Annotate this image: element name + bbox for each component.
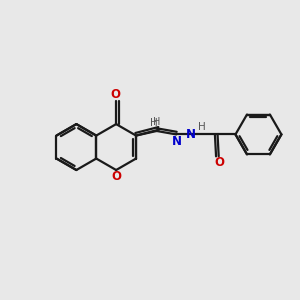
Text: H: H	[198, 122, 206, 132]
Text: H: H	[150, 118, 158, 128]
Text: O: O	[214, 156, 224, 169]
Text: N: N	[185, 128, 195, 141]
Text: O: O	[110, 88, 121, 101]
Text: H: H	[153, 117, 160, 127]
Text: N: N	[172, 135, 182, 148]
Text: O: O	[111, 170, 121, 183]
